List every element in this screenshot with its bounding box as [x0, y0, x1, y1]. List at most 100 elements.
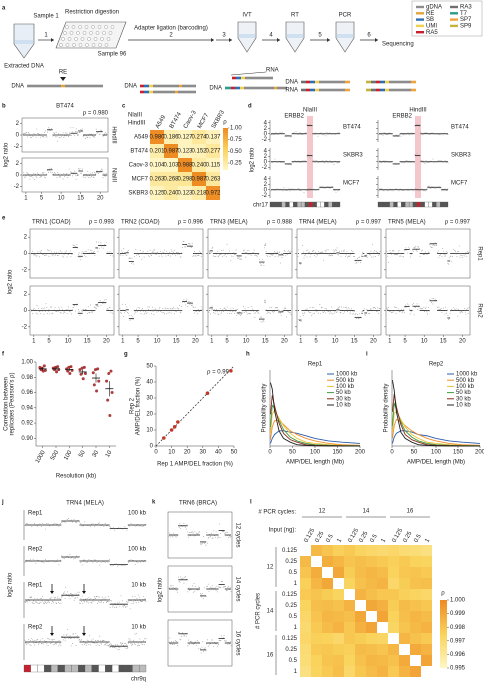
- profile-point: [406, 160, 408, 162]
- profile-point: [92, 311, 94, 313]
- heatmap-cell: [410, 633, 421, 644]
- profile-point: [387, 308, 389, 310]
- profile-point: [199, 310, 201, 312]
- profile-point: [398, 134, 400, 136]
- profile-point: [74, 131, 76, 132]
- profile-point: [430, 302, 432, 303]
- profile-point: [105, 172, 107, 174]
- profile-point: [438, 159, 440, 161]
- profile-point: [44, 600, 46, 602]
- profile-point: [406, 252, 408, 254]
- ideogram-band: [312, 201, 317, 208]
- heatmap-cell: [178, 144, 192, 158]
- profile-point: [467, 312, 469, 314]
- point: [162, 436, 166, 440]
- heatmap-cell: [300, 567, 311, 578]
- x-tick-label: 10: [332, 339, 339, 345]
- heatmap-cell: [410, 578, 421, 589]
- profile-point: [344, 249, 346, 251]
- heatmap-cell: [366, 567, 377, 578]
- y-tick-label: -2: [262, 137, 268, 143]
- profile-point: [40, 175, 42, 177]
- x-axis-label: AMP/DEL length (Mb): [407, 460, 465, 466]
- profile-point: [185, 299, 187, 301]
- profile-point: [415, 124, 417, 126]
- profile-point: [211, 585, 213, 587]
- heatmap-cell: [355, 545, 366, 556]
- profile-point: [275, 251, 277, 253]
- profile-point: [56, 177, 58, 178]
- cell-label: 0.125: [149, 191, 165, 197]
- heatmap-cell: [164, 172, 178, 186]
- profile-point: [40, 561, 42, 563]
- profile-point: [78, 252, 80, 254]
- profile-point: [138, 596, 140, 598]
- profile-point: [132, 316, 134, 318]
- dot: [66, 369, 70, 373]
- profile-point: [358, 318, 360, 320]
- legend-label: RE: [426, 11, 434, 17]
- profile-point: [197, 309, 199, 311]
- dot: [105, 379, 109, 383]
- profile-point: [62, 309, 64, 311]
- profile-point: [102, 135, 104, 137]
- profile-point: [270, 134, 272, 136]
- y-tick-label: 0: [264, 131, 268, 137]
- step-name: PCR: [339, 13, 352, 19]
- profile-point: [152, 251, 154, 253]
- profile-point: [452, 248, 454, 250]
- profile-point: [186, 298, 188, 300]
- profile-point: [275, 132, 277, 134]
- profile-point: [52, 255, 54, 257]
- profile-point: [144, 312, 146, 314]
- heatmap-cell: [311, 666, 322, 677]
- profile-point: [130, 642, 132, 644]
- profile-point: [464, 255, 465, 257]
- legend-swatch: [416, 12, 424, 15]
- y-axis-label: log2 ratio: [158, 577, 164, 602]
- profile-point: [467, 251, 468, 253]
- profile-point: [210, 313, 211, 315]
- profile-point: [316, 253, 318, 255]
- track-label: Rep2: [28, 547, 43, 553]
- profile-point: [419, 307, 421, 309]
- profile-point: [464, 307, 465, 309]
- cell-label: 0.186: [163, 135, 179, 141]
- profile-point: [114, 529, 116, 531]
- profile-point: [161, 312, 163, 314]
- profile-point: [330, 162, 332, 164]
- profile-point: [273, 312, 275, 314]
- profile-point: [143, 313, 145, 315]
- profile-point: [220, 313, 222, 314]
- profile-point: [197, 589, 199, 591]
- profile-point: [173, 641, 175, 643]
- profile-point: [338, 307, 340, 309]
- profile-point: [194, 531, 196, 533]
- col-name: BT474: [169, 111, 183, 130]
- profile-point: [175, 587, 177, 589]
- profile-point: [211, 247, 213, 249]
- profile-point: [86, 601, 88, 603]
- profile-point: [432, 303, 434, 305]
- cell-label: 0.123: [177, 191, 193, 197]
- profile-point: [433, 298, 435, 300]
- profile-point: [426, 188, 428, 190]
- y-tick-label: 0.90: [21, 436, 33, 442]
- profile-point: [349, 312, 351, 314]
- profile-point: [139, 249, 141, 251]
- profile-point: [137, 644, 138, 646]
- profile-point: [100, 170, 102, 171]
- ideogram-band: [139, 664, 147, 673]
- x-tick-label: 20: [103, 339, 110, 345]
- profile-point: [80, 598, 82, 599]
- profile-point: [47, 644, 49, 646]
- profile-point: [225, 256, 227, 258]
- profile-point: [261, 316, 263, 318]
- profile-point: [104, 299, 106, 301]
- y-tick-label: 2: [24, 292, 28, 298]
- profile-point: [32, 313, 33, 315]
- profile-point: [216, 251, 218, 252]
- profile-point: [317, 250, 319, 252]
- profile-point: [107, 595, 109, 597]
- arrow-head: [375, 38, 378, 42]
